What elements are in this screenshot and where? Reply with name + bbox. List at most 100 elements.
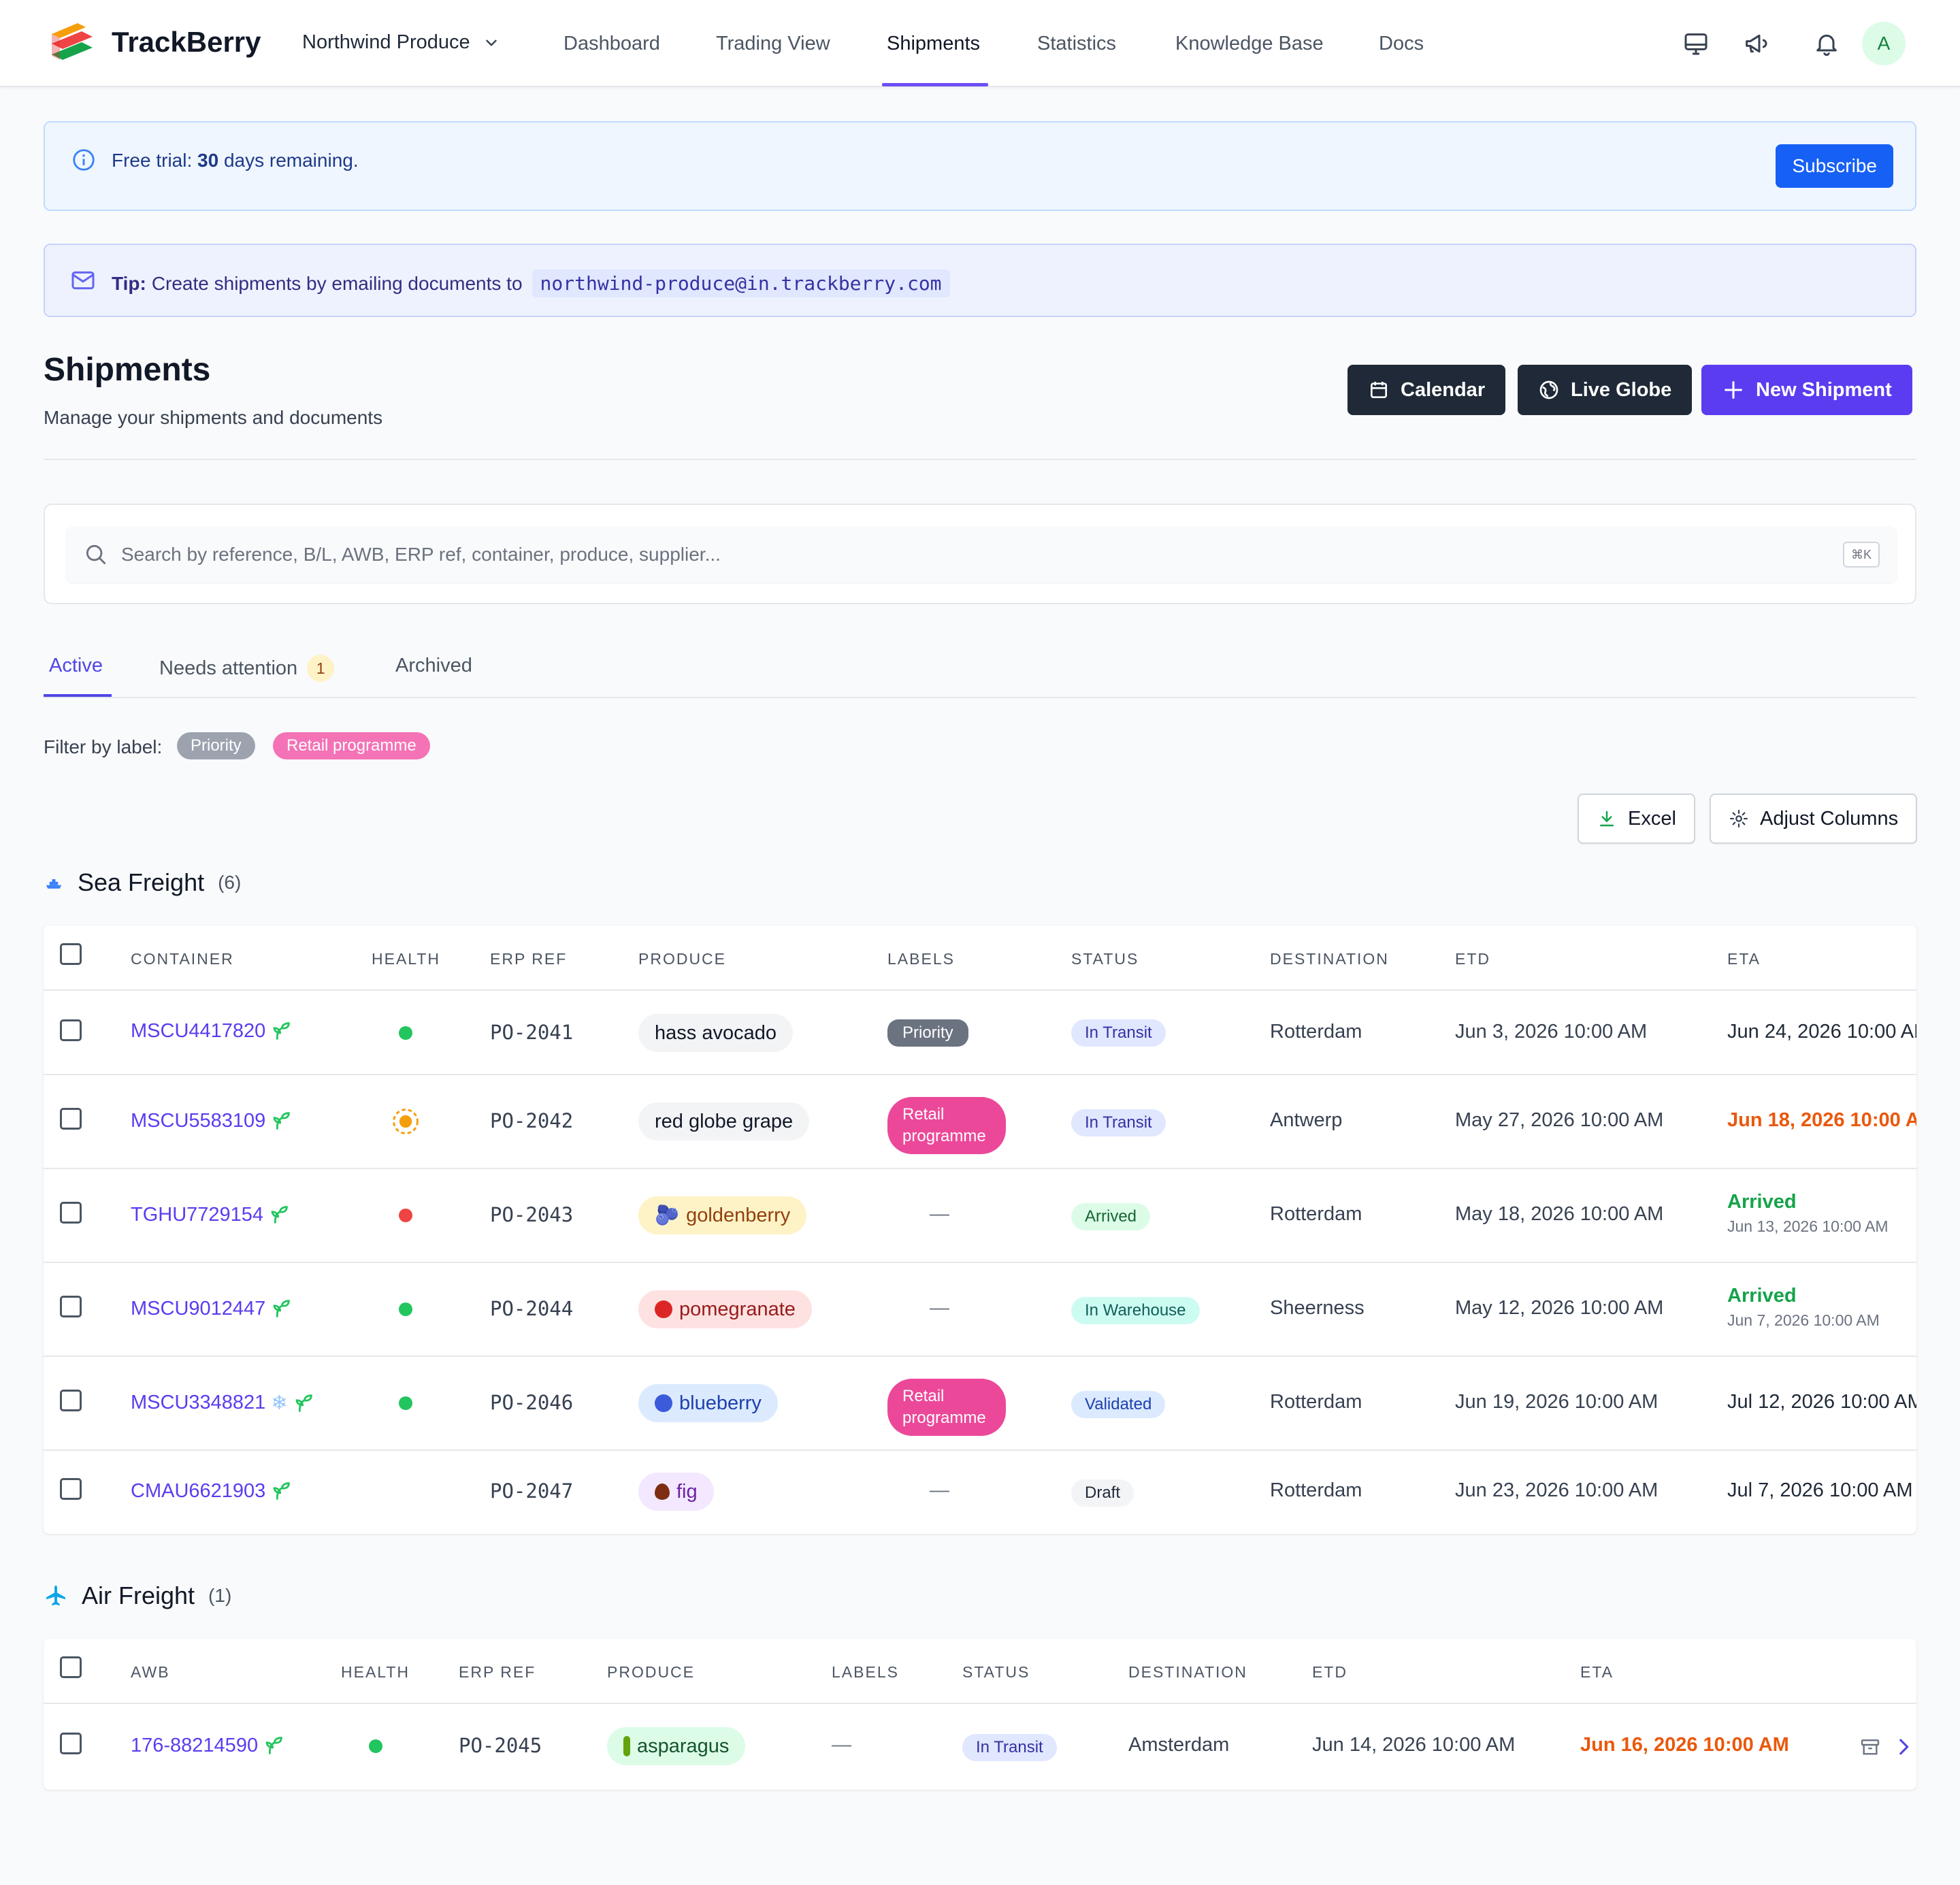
column-header-eta[interactable]: ETA [1580, 1663, 1614, 1681]
column-header-health[interactable]: HEALTH [341, 1663, 410, 1681]
column-header-status[interactable]: STATUS [1071, 950, 1139, 968]
column-header-erp-ref[interactable]: ERP REF [459, 1663, 536, 1681]
table-row[interactable]: MSCU5583109 PO-2042 red globe grape Reta… [44, 1075, 1916, 1169]
status-cell: In Transit [1071, 1019, 1166, 1047]
table-row[interactable]: 176-88214590 PO-2045 asparagus — In Tran… [44, 1704, 1916, 1790]
column-header-container[interactable]: CONTAINER [131, 950, 234, 968]
chevron-right-icon[interactable] [1892, 1735, 1915, 1758]
table-row[interactable]: TGHU7729154 PO-2043 🫐 goldenberry — Arriv… [44, 1169, 1916, 1263]
column-header-awb[interactable]: AWB [131, 1663, 170, 1681]
nav-trading-view[interactable]: Trading View [716, 33, 830, 54]
status-badge: In Transit [962, 1734, 1057, 1761]
organization-switcher[interactable]: Northwind Produce [302, 31, 500, 54]
health-dot-red [399, 1209, 412, 1222]
sea-freight-table: CONTAINER HEALTH ERP REF PRODUCE LABELS … [44, 925, 1916, 1534]
table-row[interactable]: MSCU4417820 PO-2041 hass avocado Priorit… [44, 991, 1916, 1075]
container-link[interactable]: CMAU6621903 [131, 1479, 293, 1503]
row-checkbox[interactable] [60, 1733, 82, 1754]
container-link[interactable]: MSCU5583109 [131, 1109, 293, 1132]
monitor-icon[interactable] [1682, 30, 1710, 57]
archive-icon[interactable] [1859, 1737, 1881, 1758]
erp-ref: PO-2046 [490, 1391, 574, 1414]
user-avatar[interactable]: A [1862, 22, 1906, 65]
calendar-button-label: Calendar [1401, 378, 1486, 401]
column-header-status[interactable]: STATUS [962, 1663, 1030, 1681]
tab-archived[interactable]: Archived [395, 655, 472, 677]
column-header-produce[interactable]: PRODUCE [607, 1663, 696, 1681]
column-header-produce[interactable]: PRODUCE [638, 950, 727, 968]
labels-empty: — [930, 1297, 949, 1319]
sprout-icon [295, 1394, 312, 1412]
search-input[interactable] [121, 527, 1823, 583]
nav-shipments[interactable]: Shipments [887, 33, 981, 54]
subscribe-button[interactable]: Subscribe [1776, 144, 1893, 188]
column-header-health[interactable]: HEALTH [372, 950, 441, 968]
produce-cell: hass avocado [638, 1014, 793, 1052]
label-retail-programme[interactable]: Retail programme [887, 1097, 1006, 1154]
column-header-etd[interactable]: ETD [1455, 950, 1490, 968]
blueberry-icon [655, 1394, 672, 1412]
container-link[interactable]: MSCU3348821 ❄ [131, 1391, 315, 1415]
sprout-icon [273, 1482, 291, 1500]
label-priority[interactable]: Priority [887, 1019, 968, 1047]
nav-knowledge-base[interactable]: Knowledge Base [1175, 33, 1324, 54]
produce-badge[interactable]: pomegranate [638, 1290, 812, 1328]
tip-label: Tip: [112, 272, 146, 294]
produce-badge[interactable]: red globe grape [638, 1102, 810, 1141]
column-header-eta[interactable]: ETA [1727, 950, 1761, 968]
container-link[interactable]: MSCU4417820 [131, 1019, 293, 1043]
container-number: MSCU5583109 [131, 1109, 266, 1132]
produce-badge[interactable]: hass avocado [638, 1014, 793, 1052]
new-shipment-button[interactable]: New Shipment [1701, 365, 1912, 415]
tabs-divider [44, 697, 1916, 698]
megaphone-icon[interactable] [1742, 30, 1769, 57]
column-header-labels[interactable]: LABELS [887, 950, 955, 968]
nav-dashboard[interactable]: Dashboard [564, 33, 660, 54]
select-all-checkbox[interactable] [60, 943, 82, 965]
adjust-columns-button[interactable]: Adjust Columns [1710, 793, 1918, 844]
row-checkbox[interactable] [60, 1296, 82, 1317]
filter-chip-priority[interactable]: Priority [177, 732, 255, 759]
column-header-etd[interactable]: ETD [1312, 1663, 1348, 1681]
produce-badge[interactable]: asparagus [607, 1727, 746, 1765]
table-row[interactable]: MSCU3348821 ❄ PO-2046 blueberry Retail pr… [44, 1357, 1916, 1451]
trackberry-logo[interactable] [48, 19, 97, 68]
row-checkbox[interactable] [60, 1478, 82, 1500]
column-header-labels[interactable]: LABELS [832, 1663, 899, 1681]
tab-active[interactable]: Active [49, 655, 103, 677]
tip-message: Tip: Create shipments by emailing docume… [112, 269, 950, 297]
row-checkbox[interactable] [60, 1108, 82, 1130]
label-retail-programme[interactable]: Retail programme [887, 1379, 1006, 1436]
export-excel-button[interactable]: Excel [1578, 793, 1695, 844]
tab-needs-attention[interactable]: Needs attention 1 [159, 655, 335, 682]
row-checkbox[interactable] [60, 1019, 82, 1041]
inbound-email-address[interactable]: northwind-produce@in.trackberry.com [532, 269, 950, 297]
awb-link[interactable]: 176-88214590 [131, 1734, 285, 1757]
labels-empty: — [930, 1479, 949, 1501]
container-link[interactable]: TGHU7729154 [131, 1203, 291, 1226]
produce-badge[interactable]: blueberry [638, 1384, 778, 1422]
eta-arrived-date: Jun 13, 2026 10:00 AM [1727, 1217, 1889, 1235]
live-globe-button[interactable]: Live Globe [1518, 365, 1693, 415]
health-indicator [399, 1302, 412, 1316]
table-header: CONTAINER HEALTH ERP REF PRODUCE LABELS … [44, 925, 1916, 991]
select-all-checkbox[interactable] [60, 1656, 82, 1678]
column-header-destination[interactable]: DESTINATION [1128, 1663, 1247, 1681]
filter-chip-retail-programme[interactable]: Retail programme [273, 732, 430, 759]
destination: Antwerp [1270, 1109, 1343, 1131]
nav-docs[interactable]: Docs [1379, 33, 1424, 54]
produce-badge[interactable]: 🫐 goldenberry [638, 1196, 807, 1234]
column-header-erp-ref[interactable]: ERP REF [490, 950, 568, 968]
produce-badge[interactable]: fig [638, 1473, 714, 1511]
calendar-button[interactable]: Calendar [1348, 365, 1506, 415]
row-checkbox[interactable] [60, 1202, 82, 1224]
bell-icon[interactable] [1813, 30, 1840, 57]
mail-icon [71, 271, 95, 290]
container-link[interactable]: MSCU9012447 [131, 1297, 293, 1320]
nav-statistics[interactable]: Statistics [1037, 33, 1117, 54]
row-checkbox[interactable] [60, 1390, 82, 1411]
column-header-destination[interactable]: DESTINATION [1270, 950, 1389, 968]
table-row[interactable]: MSCU9012447 PO-2044 pomegranate — In War… [44, 1263, 1916, 1357]
table-row[interactable]: CMAU6621903 PO-2047 fig — Draft Rotterda… [44, 1451, 1916, 1534]
warning-sun-icon [393, 1109, 419, 1134]
